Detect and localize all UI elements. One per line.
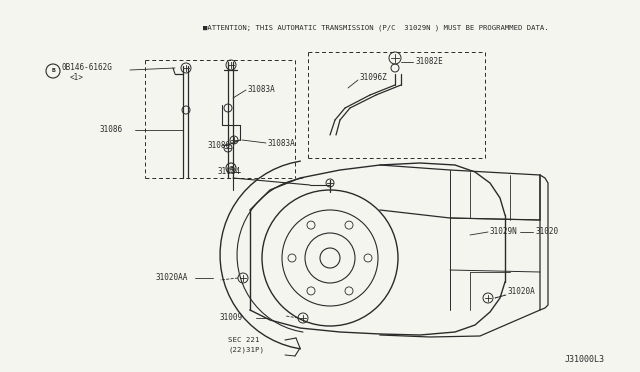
Text: J31000L3: J31000L3 — [565, 356, 605, 365]
Text: 31083A: 31083A — [248, 86, 276, 94]
Text: 31029N: 31029N — [490, 228, 518, 237]
Text: (22)31P): (22)31P) — [228, 347, 264, 353]
Text: 31086: 31086 — [100, 125, 123, 135]
Text: 31020: 31020 — [535, 228, 558, 237]
Text: 31082E: 31082E — [415, 58, 443, 67]
Text: 31009: 31009 — [220, 314, 243, 323]
Text: 31020A: 31020A — [508, 288, 536, 296]
Text: <1>: <1> — [70, 74, 84, 83]
Text: SEC 221: SEC 221 — [228, 337, 259, 343]
Text: 0B146-6162G: 0B146-6162G — [62, 64, 113, 73]
Text: 31084: 31084 — [217, 167, 240, 176]
Text: 31080: 31080 — [207, 141, 230, 150]
Text: B: B — [51, 68, 55, 74]
Text: 31083A: 31083A — [268, 138, 296, 148]
Text: ■ATTENTION; THIS AUTOMATIC TRANSMISSION (P/C  31029N ) MUST BE PROGRAMMED DATA.: ■ATTENTION; THIS AUTOMATIC TRANSMISSION … — [203, 25, 548, 31]
Text: 31096Z: 31096Z — [360, 74, 388, 83]
Text: B: B — [229, 166, 233, 170]
Text: 31020AA: 31020AA — [155, 273, 188, 282]
